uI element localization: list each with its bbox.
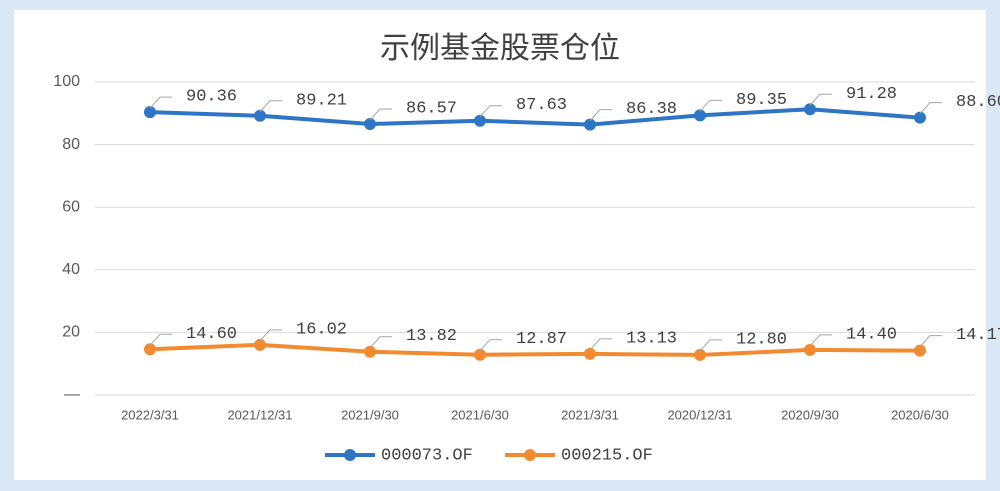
leader-line [699,339,722,352]
legend-marker [344,449,356,461]
value-label: 14.40 [846,325,897,344]
marker [914,111,926,124]
leader-line [589,109,612,121]
marker [804,103,816,116]
leader-line [479,105,502,118]
value-label: 16.02 [296,320,347,339]
leader-line [589,338,612,351]
marker [914,344,926,357]
leader-line [919,102,942,115]
leader-line [149,96,172,109]
series-line [149,342,921,357]
panel [14,10,986,480]
x-tick-label: 2020/6/30 [891,407,949,422]
x-tick-label: 2020/9/30 [781,407,839,422]
leader-line [809,93,832,106]
marker [694,109,706,122]
x-tick-label: 2021/6/30 [451,407,509,422]
value-label: 14.60 [186,325,237,344]
value-label: 86.38 [626,100,677,119]
y-tick-label: 60 [62,198,80,215]
value-label: 13.13 [626,329,677,348]
marker [254,109,266,122]
leader-line [259,100,282,113]
value-label: 14.17 [956,326,1000,345]
y-tick-label: 20 [62,324,80,341]
leader-line [369,336,392,349]
marker [254,338,266,351]
marker [144,343,156,356]
x-tick-label: 2021/9/30 [341,407,399,422]
y-tick-label: — [64,386,80,403]
value-label: 88.60 [956,93,1000,112]
marker [804,343,816,356]
x-tick-label: 2021/12/31 [227,407,292,422]
chart-title: 示例基金股票仓位 [380,32,620,65]
y-tick-label: 80 [62,136,80,153]
y-tick-label: 100 [53,73,80,90]
legend-marker [524,449,536,461]
value-label: 89.21 [296,91,347,110]
legend-label: 000073.OF [381,446,473,465]
marker [584,118,596,131]
marker [694,348,706,361]
value-label: 12.87 [516,330,567,349]
marker [474,114,486,127]
value-label: 12.80 [736,330,787,349]
value-label: 89.35 [736,91,787,110]
leader-line [699,99,722,112]
y-tick-label: 40 [62,261,80,278]
marker [584,347,596,360]
x-tick-label: 2020/12/31 [667,407,732,422]
marker [474,348,486,361]
x-tick-label: 2021/3/31 [561,407,619,422]
marker [144,106,156,119]
value-label: 91.28 [846,85,897,104]
value-label: 86.57 [406,100,457,119]
leader-line [369,108,392,121]
value-label: 13.82 [406,327,457,346]
leader-line [479,339,502,352]
leader-line [149,333,172,346]
value-label: 90.36 [186,88,237,107]
leader-line [809,334,832,347]
marker [364,345,376,358]
marker [364,118,376,131]
series-line [149,107,921,127]
value-label: 87.63 [516,96,567,115]
legend-label: 000215.OF [561,446,653,465]
leader-line [259,329,282,342]
leader-line [919,335,942,347]
x-tick-label: 2022/3/31 [121,407,179,422]
